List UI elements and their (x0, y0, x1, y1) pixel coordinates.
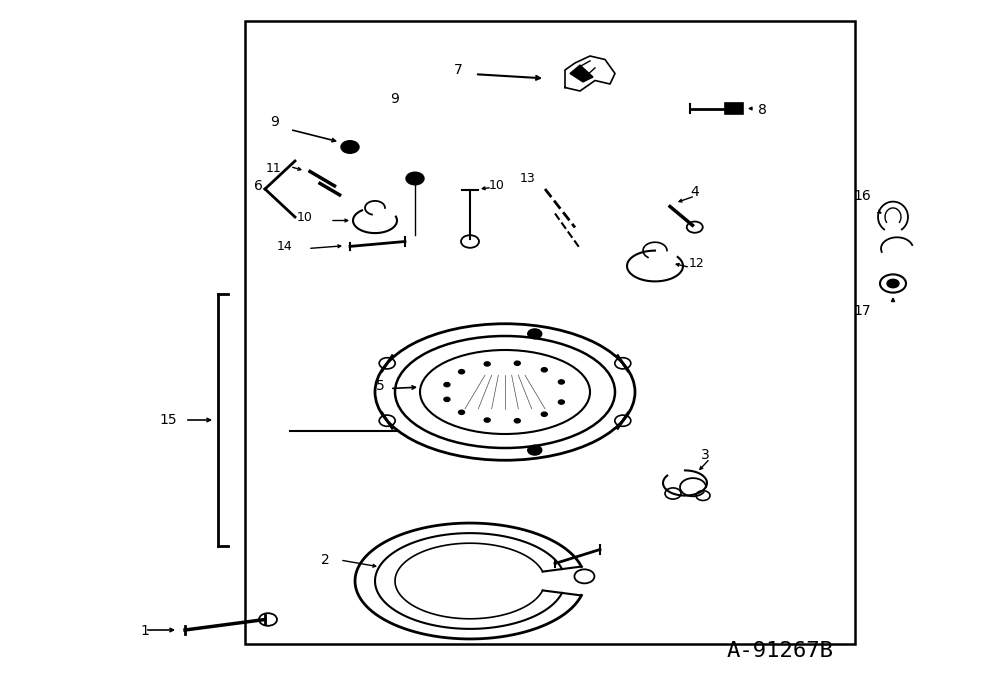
Text: 15: 15 (159, 413, 177, 427)
Circle shape (558, 400, 564, 404)
Circle shape (444, 382, 450, 386)
Ellipse shape (420, 350, 590, 434)
Ellipse shape (395, 336, 615, 448)
Polygon shape (570, 65, 593, 82)
Circle shape (887, 279, 899, 288)
Bar (245, 21, 855, 644)
Text: 3: 3 (701, 448, 709, 462)
Circle shape (514, 419, 520, 423)
Ellipse shape (375, 323, 635, 461)
Text: 10: 10 (297, 211, 313, 223)
Text: 9: 9 (391, 92, 399, 106)
Text: 9: 9 (271, 115, 279, 129)
Circle shape (406, 172, 424, 185)
Text: 16: 16 (853, 189, 871, 203)
Text: 10: 10 (489, 179, 505, 192)
Circle shape (459, 370, 465, 374)
Circle shape (484, 418, 490, 422)
Text: 2: 2 (321, 553, 329, 567)
Circle shape (528, 445, 542, 455)
Text: 5: 5 (376, 379, 384, 393)
Circle shape (484, 362, 490, 366)
Text: 14: 14 (277, 240, 293, 253)
Text: 12: 12 (689, 257, 705, 270)
Circle shape (558, 380, 564, 384)
Text: 4: 4 (691, 186, 699, 199)
Text: 11: 11 (266, 162, 282, 174)
Circle shape (528, 329, 542, 339)
Text: 8: 8 (758, 103, 766, 117)
Text: 13: 13 (520, 172, 536, 185)
Text: 6: 6 (254, 178, 262, 192)
Text: 7: 7 (454, 63, 462, 77)
Circle shape (541, 412, 547, 416)
Circle shape (444, 398, 450, 402)
Text: 1: 1 (141, 624, 149, 638)
Bar (725, 103, 743, 114)
Text: A-91267B: A-91267B (726, 641, 834, 661)
Circle shape (459, 410, 465, 414)
Circle shape (541, 368, 547, 372)
Circle shape (341, 141, 359, 153)
Text: 17: 17 (853, 304, 871, 318)
Circle shape (514, 361, 520, 365)
